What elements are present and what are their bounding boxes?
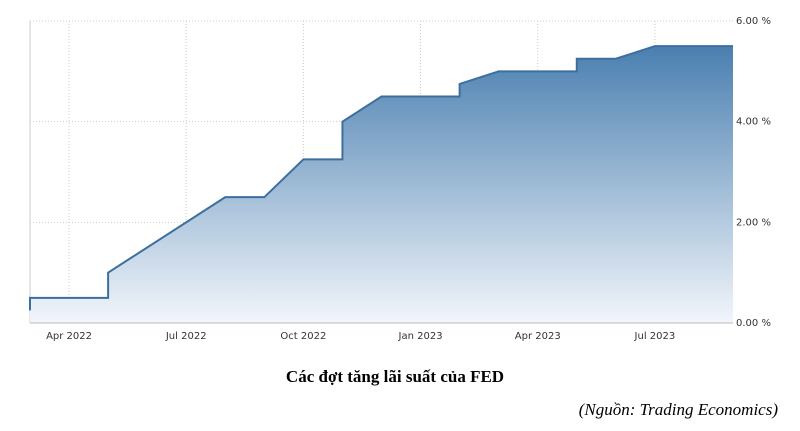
- x-tick-label: Jan 2023: [398, 331, 443, 342]
- x-tick-label: Jul 2023: [634, 331, 676, 342]
- x-tick-label: Apr 2022: [46, 331, 92, 342]
- y-tick-label: 4.00 %: [736, 117, 771, 128]
- chart-title: Các đợt tăng lãi suất của FED: [286, 367, 504, 386]
- y-tick-label: 2.00 %: [736, 217, 771, 228]
- line: [29, 45, 733, 311]
- x-tick-label: Oct 2022: [280, 331, 326, 342]
- y-tick-label: 0.00 %: [736, 318, 771, 329]
- x-tick-label: Apr 2023: [515, 331, 561, 342]
- x-tick-label: Jul 2022: [165, 331, 207, 342]
- source: (Nguồn: Trading Economics): [579, 400, 779, 419]
- y-tick-label: 6.00 %: [736, 16, 771, 27]
- area: [30, 46, 733, 324]
